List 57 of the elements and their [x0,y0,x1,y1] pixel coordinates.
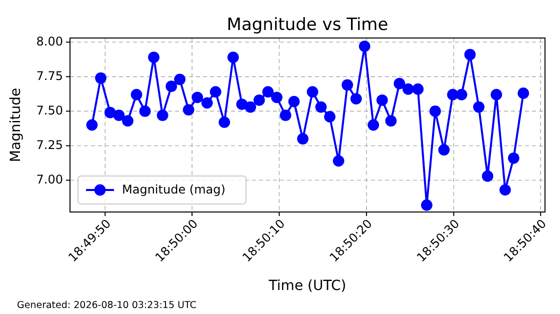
point [174,74,186,86]
point [394,78,406,90]
point [156,110,168,122]
point [297,133,308,144]
point [508,152,520,164]
point [430,106,441,117]
y-tick-label: 7.75 [36,68,63,83]
point [210,86,222,98]
point [218,116,230,128]
point [166,80,178,92]
point [95,72,106,84]
point [376,94,388,106]
y-tick-label: 7.25 [36,138,63,152]
point [421,199,432,211]
y-tick-label: 7.50 [36,103,63,118]
point [438,144,450,156]
point [227,52,239,64]
point [332,155,344,167]
x-axis-title: Time (UTC) [268,278,346,294]
chart-title: Magnitude vs Time [226,15,388,35]
point [464,48,476,60]
point [130,88,142,100]
point [113,110,125,122]
point [306,86,318,98]
point [122,115,134,127]
point [182,104,194,116]
point [244,101,256,113]
point [262,86,274,98]
text: Generated: 2026-08-10 03:23:15 UTC [17,300,197,311]
point [473,101,484,113]
point [402,83,414,95]
point [288,96,300,108]
point [456,88,468,100]
point [368,119,380,131]
point [350,93,362,104]
y-tick-label: 7.00 [36,172,63,187]
point [324,111,336,122]
point [253,94,265,106]
point [358,40,370,52]
point [482,170,494,182]
point [271,92,282,104]
y-tick-label: 8.00 [36,34,63,48]
point [139,106,151,117]
point [315,101,327,113]
point [490,88,502,100]
point [280,110,292,122]
y-axis-title: Magnitude [8,88,24,162]
point [201,97,213,109]
point [192,92,204,104]
point [86,119,98,131]
point [518,88,530,99]
legend-label: Magnitude (mag) [122,182,226,196]
point [385,115,397,127]
point [148,52,160,64]
point [412,83,424,95]
point [499,184,511,196]
point [342,79,354,91]
